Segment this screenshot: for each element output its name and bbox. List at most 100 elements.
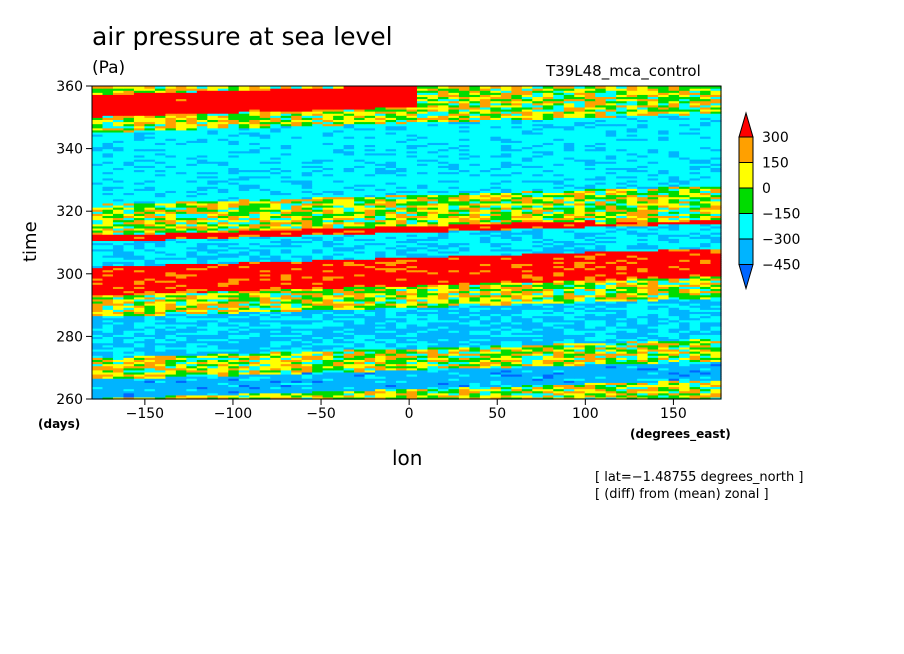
heatmap-cell bbox=[637, 275, 649, 279]
heatmap-cell bbox=[238, 382, 250, 385]
heatmap-cell bbox=[123, 303, 135, 306]
heatmap-cell bbox=[165, 261, 177, 264]
heatmap-cell bbox=[710, 280, 722, 283]
heatmap-cell bbox=[333, 392, 345, 396]
heatmap-cell bbox=[479, 325, 491, 329]
heatmap-cell bbox=[668, 248, 680, 252]
heatmap-cell bbox=[479, 250, 491, 254]
heatmap-cell bbox=[165, 232, 177, 235]
heatmap-cell bbox=[175, 255, 187, 258]
heatmap-cell bbox=[322, 240, 334, 244]
heatmap-cell bbox=[647, 365, 659, 369]
heatmap-cell bbox=[710, 382, 722, 385]
heatmap-cell bbox=[637, 263, 649, 267]
heatmap-cell bbox=[626, 282, 638, 285]
heatmap-cell bbox=[616, 284, 628, 287]
heatmap-cell bbox=[175, 348, 187, 352]
heatmap-cell bbox=[584, 384, 596, 388]
heatmap-cell bbox=[605, 359, 617, 363]
heatmap-cell bbox=[647, 315, 659, 319]
heatmap-cell bbox=[700, 361, 712, 365]
heatmap-cell bbox=[154, 336, 166, 340]
heatmap-cell bbox=[542, 330, 554, 333]
heatmap-cell bbox=[270, 340, 282, 344]
heatmap-cell bbox=[437, 380, 450, 383]
heatmap-cell bbox=[249, 346, 261, 350]
heatmap-cell bbox=[584, 277, 596, 281]
heatmap-cell bbox=[270, 261, 282, 264]
heatmap-cell bbox=[375, 371, 387, 375]
heatmap-cell bbox=[123, 240, 135, 244]
heatmap-cell bbox=[333, 344, 345, 348]
heatmap-cell bbox=[217, 319, 229, 323]
heatmap-cell bbox=[584, 269, 596, 273]
heatmap-cell bbox=[154, 250, 166, 254]
heatmap-cell bbox=[458, 369, 470, 373]
heatmap-cell bbox=[396, 371, 408, 375]
heatmap-cell bbox=[553, 265, 565, 269]
heatmap-cell bbox=[396, 317, 408, 321]
heatmap-cell bbox=[700, 257, 712, 260]
heatmap-cell bbox=[375, 286, 387, 290]
heatmap-cell bbox=[406, 229, 418, 233]
heatmap-cell bbox=[679, 373, 691, 377]
heatmap-cell bbox=[574, 365, 586, 369]
heatmap-cell bbox=[291, 300, 303, 304]
heatmap-cell bbox=[364, 353, 376, 356]
heatmap-cell bbox=[238, 332, 250, 335]
heatmap-cell bbox=[291, 382, 303, 385]
heatmap-cell bbox=[322, 248, 334, 252]
heatmap-cell bbox=[249, 313, 261, 317]
heatmap-cell bbox=[228, 388, 240, 392]
heatmap-cell bbox=[238, 225, 250, 229]
heatmap-cell bbox=[595, 361, 607, 365]
heatmap-cell bbox=[301, 321, 313, 325]
heatmap-cell bbox=[521, 342, 533, 346]
heatmap-cell bbox=[647, 290, 659, 294]
heatmap-cell bbox=[563, 392, 575, 396]
heatmap-cell bbox=[154, 394, 166, 398]
heatmap-cell bbox=[647, 259, 659, 262]
heatmap-cell bbox=[479, 396, 491, 400]
heatmap-cell bbox=[553, 225, 565, 229]
heatmap-cell bbox=[416, 365, 429, 369]
heatmap-cell bbox=[217, 288, 229, 292]
heatmap-cell bbox=[574, 328, 586, 331]
heatmap-cell bbox=[301, 342, 313, 346]
heatmap-cell bbox=[626, 386, 638, 390]
heatmap-cell bbox=[689, 311, 701, 315]
heatmap-cell bbox=[112, 357, 125, 360]
heatmap-cell bbox=[679, 263, 691, 267]
heatmap-cell bbox=[175, 384, 187, 388]
heatmap-cell bbox=[133, 234, 146, 237]
heatmap-cell bbox=[626, 396, 638, 400]
heatmap-cell bbox=[479, 300, 491, 304]
heatmap-cell bbox=[637, 298, 649, 302]
heatmap-cell bbox=[312, 382, 324, 385]
heatmap-cell bbox=[312, 282, 324, 285]
heatmap-cell bbox=[427, 267, 439, 271]
heatmap-cell bbox=[385, 271, 397, 275]
heatmap-cell bbox=[511, 321, 523, 325]
heatmap-cell bbox=[280, 225, 292, 229]
heatmap-cell bbox=[144, 359, 156, 363]
heatmap-cell bbox=[333, 373, 345, 377]
heatmap-cell bbox=[595, 292, 607, 296]
heatmap-cell bbox=[322, 323, 334, 327]
heatmap-cell bbox=[448, 257, 460, 260]
heatmap-cell bbox=[154, 255, 166, 258]
heatmap-cell bbox=[595, 244, 607, 248]
heatmap-cell bbox=[144, 361, 156, 365]
heatmap-cell bbox=[700, 259, 712, 262]
heatmap-cell bbox=[343, 380, 355, 383]
heatmap-cell bbox=[521, 307, 533, 310]
heatmap-cell bbox=[364, 328, 376, 331]
heatmap-cell bbox=[396, 313, 408, 317]
heatmap-cell bbox=[228, 255, 240, 258]
heatmap-cell bbox=[217, 280, 229, 283]
heatmap-cell bbox=[658, 351, 670, 354]
heatmap-cell bbox=[668, 303, 680, 306]
heatmap-cell bbox=[123, 257, 135, 260]
heatmap-cell bbox=[133, 225, 146, 229]
heatmap-cell bbox=[605, 334, 617, 337]
